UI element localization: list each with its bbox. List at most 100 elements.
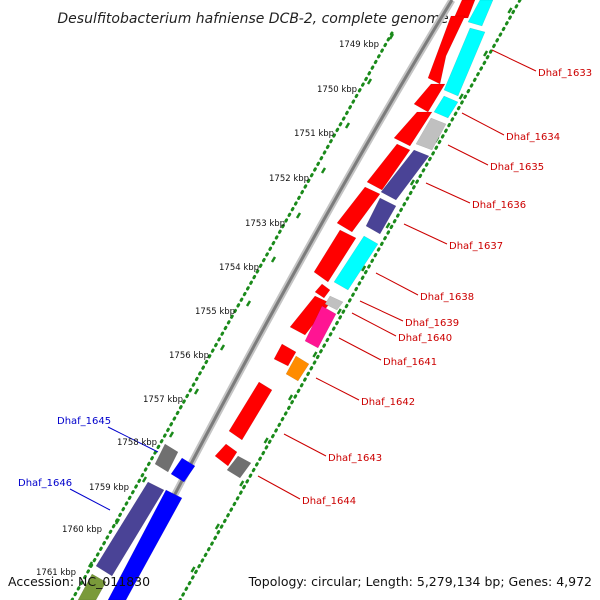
outer-scale-tick (336, 308, 342, 315)
kbp-label: 1753 kbp (245, 219, 285, 229)
label-connector (351, 312, 397, 337)
label-connector (375, 272, 419, 296)
gene-feature-red (214, 443, 238, 467)
kbp-label: 1754 kbp (219, 263, 259, 273)
scale-tick (114, 518, 121, 525)
gene-feature-slate (95, 481, 165, 577)
gene-feature-orange (285, 355, 310, 382)
outer-scale-tick (361, 265, 367, 272)
label-connector (69, 488, 111, 511)
outer-scale-tick (507, 7, 513, 14)
gene-feature-cyan (443, 27, 486, 97)
label-connector (491, 49, 537, 72)
kbp-label: 1749 kbp (339, 40, 379, 50)
gene-label-dhaf_1638: Dhaf_1638 (420, 292, 474, 303)
kbp-label: 1752 kbp (269, 174, 309, 184)
outer-scale-tick (409, 179, 416, 186)
kbp-label: 1759 kbp (89, 483, 129, 493)
kbp-label: 1751 kbp (294, 129, 334, 139)
gene-feature-gray (415, 117, 447, 151)
outer-dotted-track (178, 0, 522, 600)
kbp-label: 1758 kbp (117, 438, 157, 448)
kbp-labels: 1749 kbp 1750 kbp 1751 kbp 1752 kbp 1753 kbp… (36, 40, 379, 578)
kbp-label: 1761 kbp (36, 568, 76, 578)
outer-scale-tick (214, 523, 220, 530)
scale-tick (219, 344, 226, 351)
label-connector (338, 337, 382, 361)
outer-scale-tick (239, 480, 245, 487)
outer-scale-tick (385, 222, 391, 229)
outer-scale-tick (483, 50, 489, 57)
gene-feature-red (366, 143, 411, 191)
gene-feature-darkgray (226, 455, 252, 479)
outer-scale-tick (263, 437, 269, 444)
gene-labels: Dhaf_1633 Dhaf_1634 Dhaf_1635 Dhaf_1636 Dhaf… (18, 68, 592, 507)
scale-tick (344, 122, 351, 129)
gene-feature-darkgray (154, 443, 179, 473)
genome-stats-label: Topology: circular; Length: 5,279,134 bp… (248, 574, 592, 589)
gene-label-dhaf_1633: Dhaf_1633 (538, 68, 592, 79)
gene-feature-blue (107, 489, 183, 600)
label-connectors (69, 49, 537, 511)
label-connector (315, 377, 360, 401)
gene-feature-red (228, 381, 273, 441)
scale-tick (320, 167, 327, 174)
outer-scale-tick (312, 351, 318, 358)
gene-label-dhaf_1635: Dhaf_1635 (490, 162, 544, 173)
gene-label-dhaf_1642: Dhaf_1642 (361, 397, 415, 408)
scale-tick (270, 256, 277, 263)
gene-label-dhaf_1636: Dhaf_1636 (472, 200, 526, 211)
gene-feature-red (313, 229, 357, 283)
gene-feature-red (336, 186, 381, 233)
gene-feature-red (453, 0, 476, 19)
gene-label-dhaf_1640: Dhaf_1640 (398, 333, 452, 344)
label-connector (107, 426, 159, 453)
gene-label-dhaf_1644: Dhaf_1644 (302, 496, 356, 507)
gene-feature-cyan (433, 95, 459, 119)
kbp-label: 1760 kbp (62, 525, 102, 535)
scale-ticks (87, 7, 513, 573)
gene-feature-blue (170, 457, 196, 483)
label-connector (257, 475, 301, 500)
scale-tick (295, 212, 302, 219)
outer-scale-tick (190, 566, 196, 573)
gene-label-dhaf_1637: Dhaf_1637 (449, 241, 503, 252)
label-connector (283, 433, 327, 457)
label-connector (461, 112, 505, 136)
gene-feature-slate (380, 149, 430, 201)
gene-label-dhaf_1634: Dhaf_1634 (506, 132, 560, 143)
kbp-label: 1756 kbp (169, 351, 209, 361)
gene-label-dhaf_1645: Dhaf_1645 (57, 416, 111, 427)
gene-feature-magenta (304, 305, 337, 349)
label-connector (359, 300, 404, 322)
gene-feature-cyan (333, 235, 379, 291)
scale-tick (388, 33, 395, 40)
label-connector (403, 223, 448, 245)
gene-feature-gray (324, 295, 344, 311)
scale-tick (193, 388, 200, 395)
scale-tick (245, 300, 252, 307)
gene-label-dhaf_1643: Dhaf_1643 (328, 453, 382, 464)
gene-label-dhaf_1639: Dhaf_1639 (405, 318, 459, 329)
inner-dotted-track (70, 31, 394, 600)
gene-label-dhaf_1641: Dhaf_1641 (383, 357, 437, 368)
label-connector (425, 182, 471, 204)
label-connector (447, 144, 489, 166)
outer-scale-tick (458, 93, 464, 100)
scale-tick (168, 431, 175, 438)
outer-scale-tick (287, 394, 294, 401)
gene-feature-red (273, 343, 297, 367)
gene-feature-red (314, 283, 331, 299)
gene-feature-red (393, 111, 433, 147)
gene-feature-slate (365, 197, 397, 235)
gene-feature-olive (77, 573, 107, 600)
scale-tick (141, 476, 148, 483)
scale-tick (87, 561, 94, 568)
gene-label-dhaf_1646: Dhaf_1646 (18, 478, 72, 489)
map-title: Desulfitobacterium hafniense DCB-2, comp… (57, 11, 448, 27)
accession-label: Accession: NC_011830 (8, 574, 150, 589)
gene-feature-red (289, 295, 331, 336)
gene-features (77, 0, 494, 600)
